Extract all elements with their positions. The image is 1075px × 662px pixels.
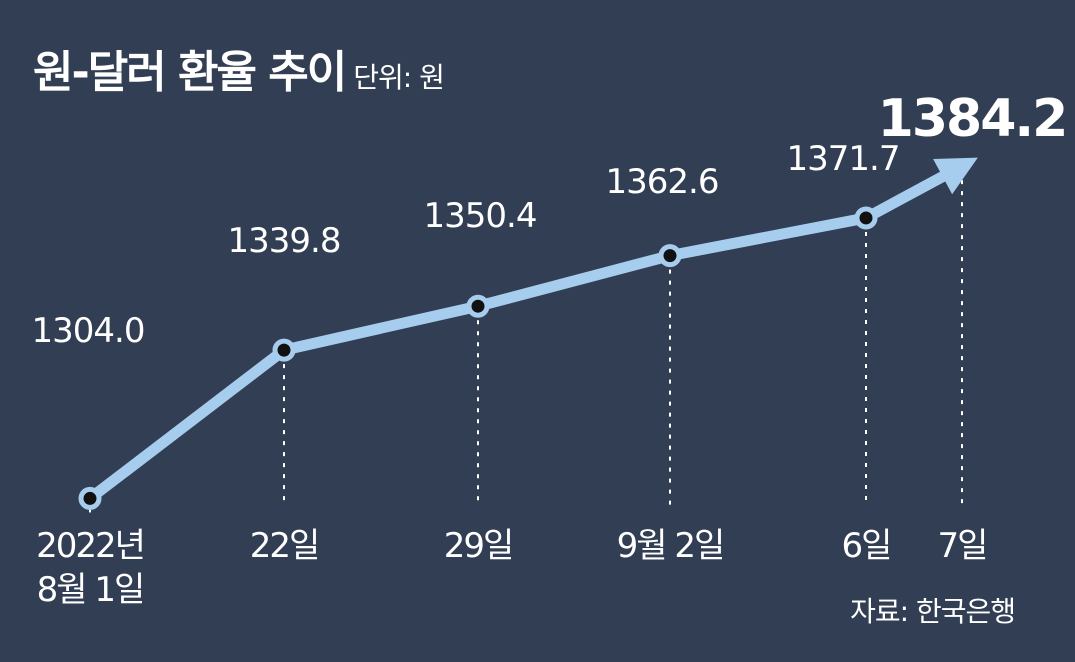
chart-title: 원-달러 환율 추이 단위: 원 (33, 36, 445, 100)
data-point-3 (658, 244, 682, 268)
source-label: 자료: 한국은행 (850, 595, 1016, 628)
value-label-4: 1371.7 (787, 139, 900, 179)
data-point-1 (272, 338, 296, 362)
x-tick-label-4: 6일 (842, 526, 891, 566)
x-tick-label-0-0: 2022년 (36, 526, 144, 566)
x-tick-label-2: 29일 (444, 526, 513, 566)
data-point-2 (466, 294, 490, 318)
chart-title-text: 원-달러 환율 추이 (33, 47, 347, 98)
data-point-4 (854, 206, 878, 230)
x-tick-label-5: 7일 (938, 526, 987, 566)
data-point-0 (78, 486, 102, 510)
x-tick-label-1: 22일 (250, 526, 319, 566)
value-label-2: 1350.4 (424, 196, 537, 236)
value-label-5: 1384.2 (878, 89, 1067, 149)
x-tick-label-0-1: 8월 1일 (37, 570, 144, 610)
value-label-0: 1304.0 (32, 311, 145, 351)
series-line (84, 166, 957, 504)
arrow-head (933, 157, 978, 195)
x-tick-label-3: 9월 2일 (617, 526, 724, 566)
value-label-1: 1339.8 (228, 221, 341, 261)
unit-label: 단위: 원 (353, 61, 445, 94)
value-label-3: 1362.6 (606, 162, 719, 202)
